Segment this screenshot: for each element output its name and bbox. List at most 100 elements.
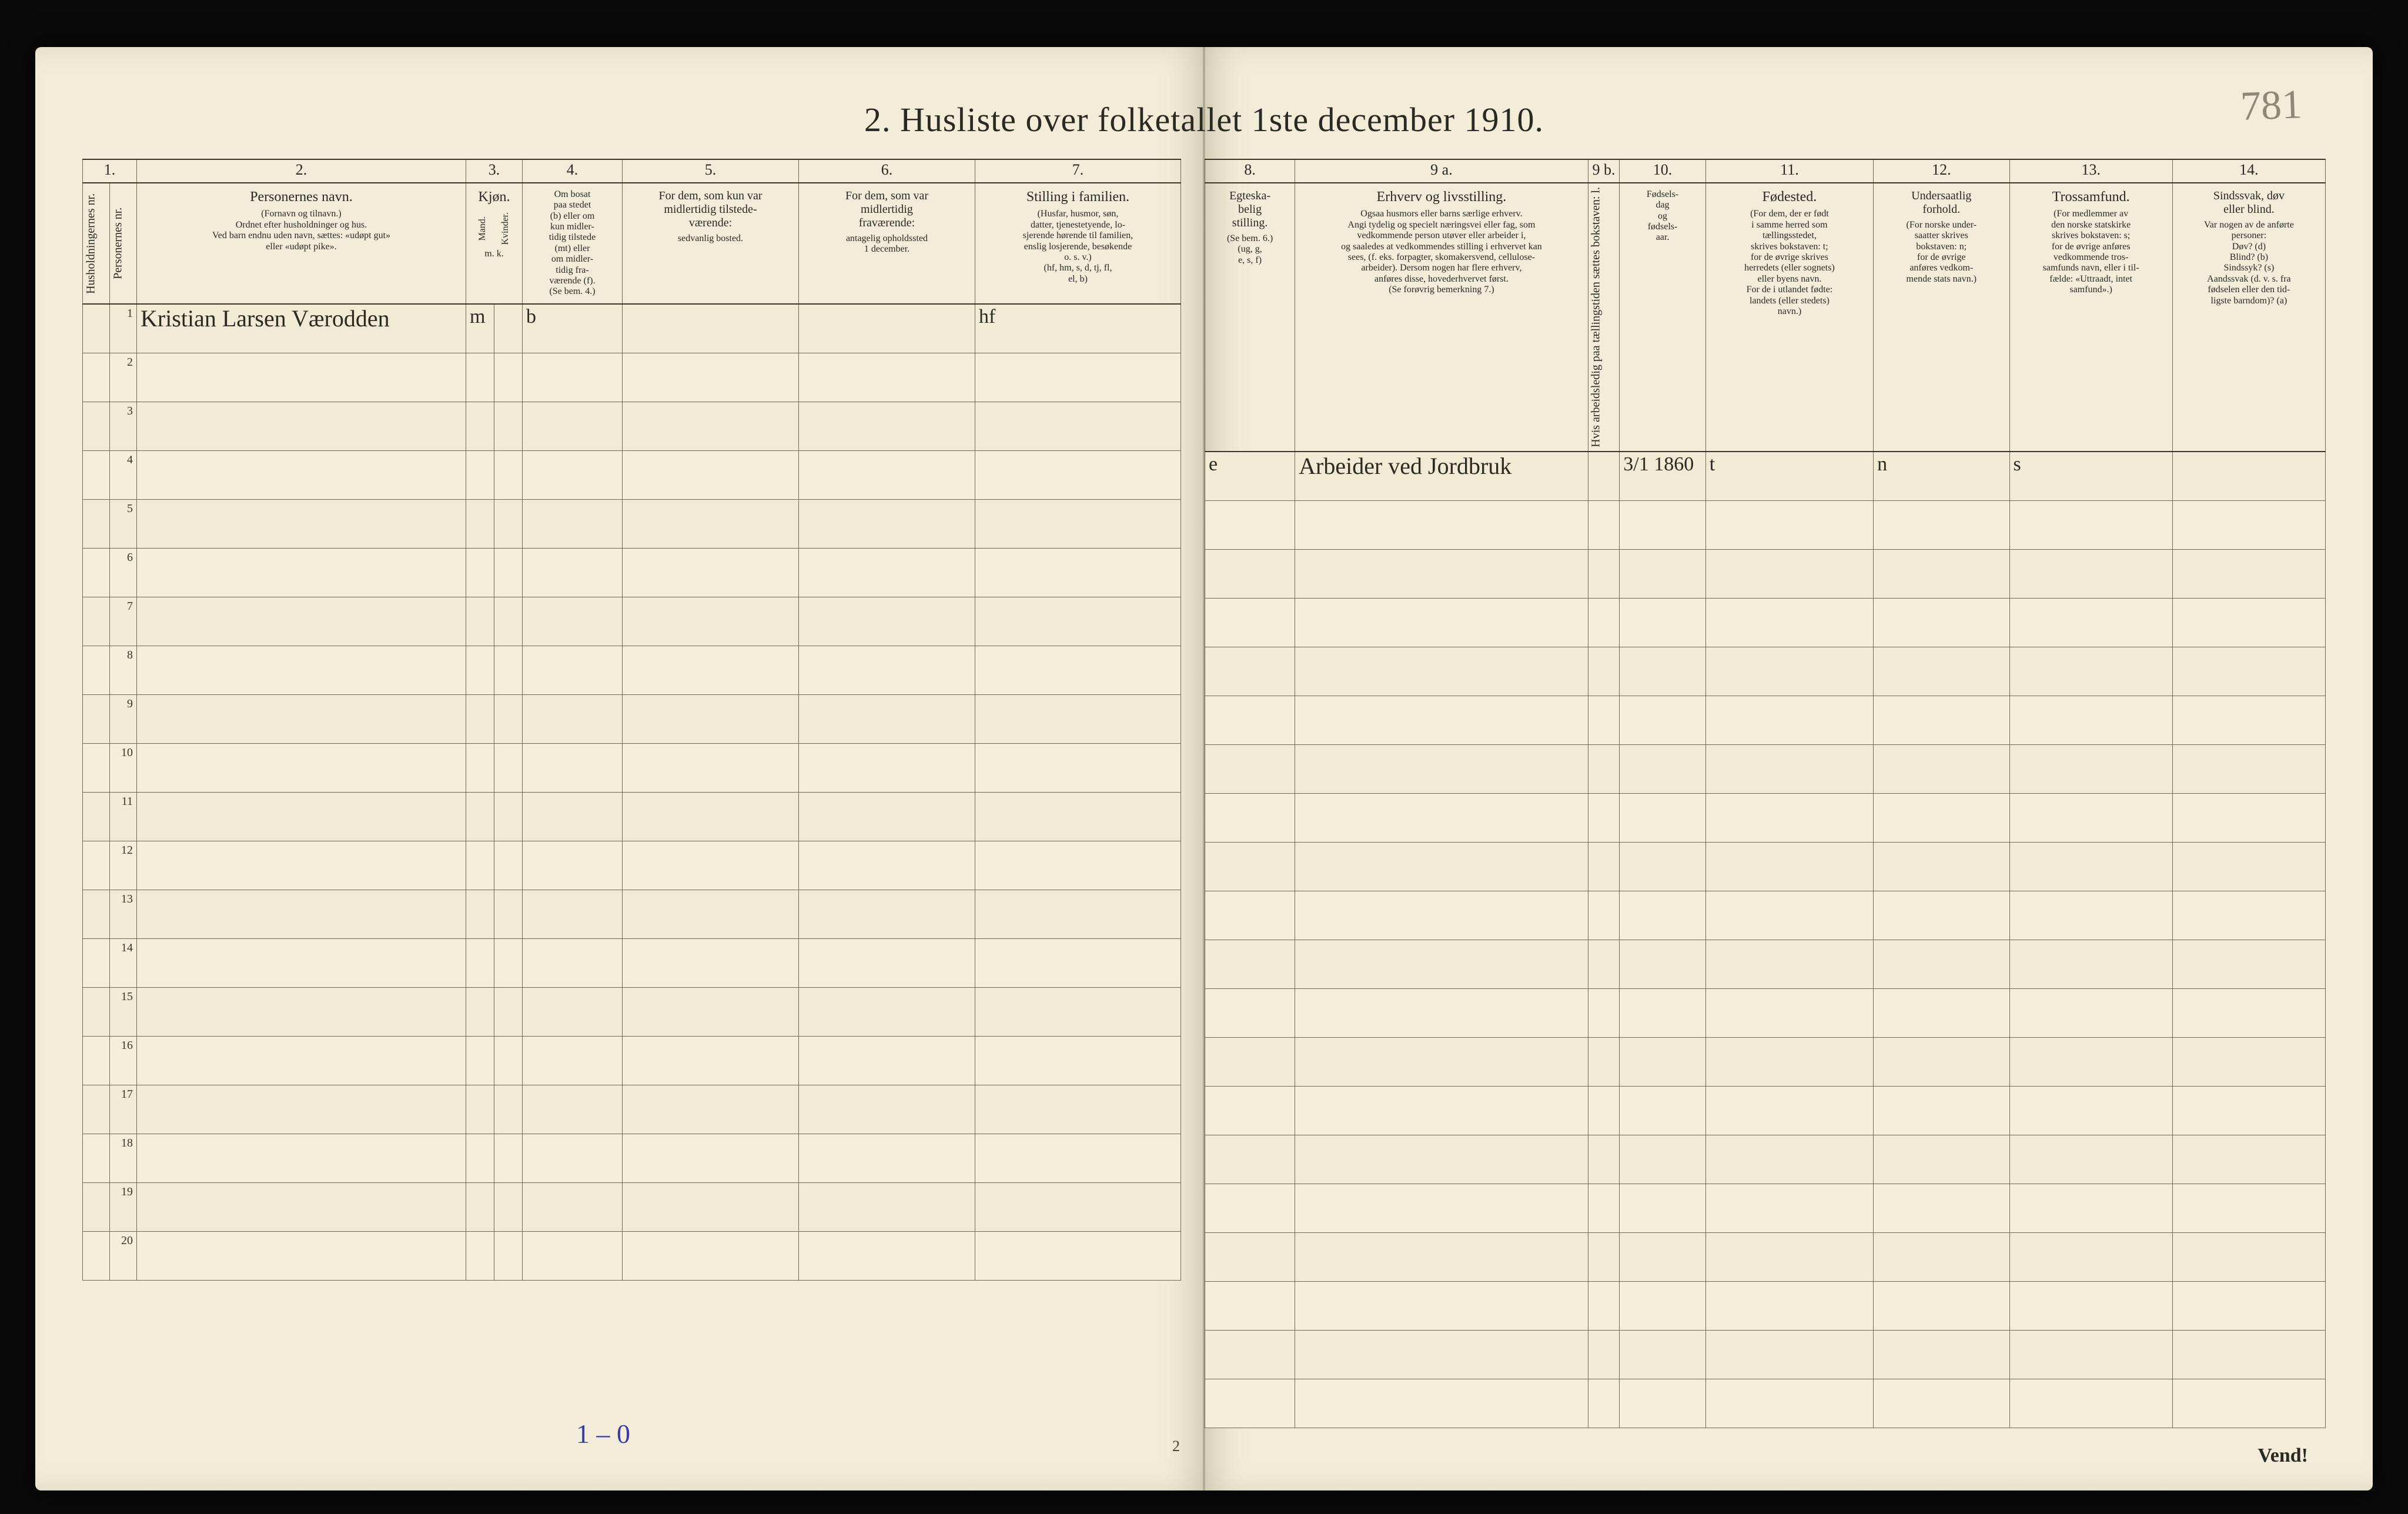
cell-stilling-fam [975,743,1181,792]
cell-household-no [83,938,110,987]
open-book: 1. 2. 3. 4. 5. 6. 7. Husholdningernes nr… [35,47,2373,1490]
cell-bosat [523,646,623,694]
cell-sex-m [466,353,494,402]
cell-fodested [1705,744,1873,793]
cell-stilling-fam [975,792,1181,841]
head-undersaat-sub: (For norske under- saatter skrives bokst… [1878,220,2004,285]
table-row [1205,1330,2326,1379]
head-sex-m: Mand. [476,209,489,249]
cell-undersaat: n [1874,452,2009,501]
cell-fodsel [1620,1184,1706,1232]
cell-fodsel [1620,1330,1706,1379]
cell-name [137,353,466,402]
cell-sex-m [466,890,494,938]
head-frav: For dem, som var midlertidig fraværende:… [799,183,975,304]
colnum: 3. [466,159,523,183]
cell-undersaat [1874,549,2009,598]
cell-sinds [2172,452,2325,501]
cell-arbeidsledig [1588,1184,1620,1232]
cell-sinds [2172,647,2325,696]
page-left: 1. 2. 3. 4. 5. 6. 7. Husholdningernes nr… [35,47,1205,1490]
cell-stilling-fam [975,646,1181,694]
cell-fodested [1705,696,1873,744]
table-row: 17 [83,1085,1181,1134]
cell-fodsel [1620,891,1706,940]
cell-frav [799,1182,975,1231]
column-headers-row: Egteska- belig stilling. (Se bem. 6.) (u… [1205,183,2326,452]
cell-sinds [2172,696,2325,744]
cell-arbeidsledig [1588,452,1620,501]
cell-undersaat [1874,744,2009,793]
cell-egte [1205,793,1295,842]
cell-tros: s [2009,452,2172,501]
cell-sex-m [466,938,494,987]
cell-sex-k [494,450,523,499]
cell-household-no [83,987,110,1036]
cell-name [137,450,466,499]
cell-mt [623,1182,799,1231]
table-row: 4 [83,450,1181,499]
table-row: 6 [83,548,1181,597]
cell-name [137,792,466,841]
cell-fodested [1705,500,1873,549]
cell-egte [1205,744,1295,793]
cell-undersaat [1874,647,2009,696]
cell-mt [623,694,799,743]
head-erhverv: Erhverv og livsstilling. Ogsaa husmors e… [1295,183,1588,452]
head-fodested-title: Fødested. [1711,189,1868,206]
head-mt-sub: sedvanlig bosted. [627,233,794,244]
cell-person-no: 13 [110,890,137,938]
cell-person-no: 12 [110,841,137,890]
cell-fodested [1705,1135,1873,1184]
cell-person-no: 9 [110,694,137,743]
cell-mt [623,304,799,353]
cell-household-no [83,597,110,646]
cell-fodsel [1620,1135,1706,1184]
cell-erhverv [1295,1330,1588,1379]
cell-tros [2009,549,2172,598]
cell-household-no [83,548,110,597]
cell-erhverv [1295,842,1588,891]
cell-person-no: 16 [110,1036,137,1085]
head-stilling-sub: (Husfar, husmor, søn, datter, tjenestety… [980,209,1176,285]
cell-frav [799,450,975,499]
cell-fodested [1705,1086,1873,1135]
cell-frav [799,353,975,402]
cell-frav [799,402,975,450]
cell-fodested [1705,891,1873,940]
cell-mt [623,987,799,1036]
cell-egte [1205,1281,1295,1330]
cell-tros [2009,598,2172,647]
cell-sex-m [466,646,494,694]
cell-erhverv [1295,500,1588,549]
head-person-no: Personernes nr. [110,183,137,304]
cell-stilling-fam [975,402,1181,450]
cell-sex-m [466,1182,494,1231]
cell-undersaat [1874,988,2009,1037]
table-row: 8 [83,646,1181,694]
cell-arbeidsledig [1588,1232,1620,1281]
cell-bosat [523,1134,623,1182]
cell-name [137,597,466,646]
cell-frav [799,304,975,353]
page-right: 781 8. 9 a. 9 b. 10. 11. 12. 13. 14. [1205,47,2373,1490]
cell-undersaat [1874,1184,2009,1232]
table-row [1205,842,2326,891]
census-rows-right: eArbeider ved Jordbruk3/1 1860tns [1205,452,2326,1428]
cell-bosat [523,353,623,402]
cell-tros [2009,988,2172,1037]
cell-tros [2009,1184,2172,1232]
table-row: 12 [83,841,1181,890]
cell-fodsel [1620,549,1706,598]
cell-sex-m [466,694,494,743]
cell-fodsel: 3/1 1860 [1620,452,1706,501]
table-row: 11 [83,792,1181,841]
cell-sinds [2172,549,2325,598]
census-table-right: 8. 9 a. 9 b. 10. 11. 12. 13. 14. Egteska… [1205,159,2326,1428]
table-row [1205,549,2326,598]
hw-fodsel: 3/1 1860 [1623,453,1694,475]
cell-sinds [2172,1232,2325,1281]
cell-mt [623,938,799,987]
cell-stilling-fam [975,694,1181,743]
cell-mt [623,499,799,548]
